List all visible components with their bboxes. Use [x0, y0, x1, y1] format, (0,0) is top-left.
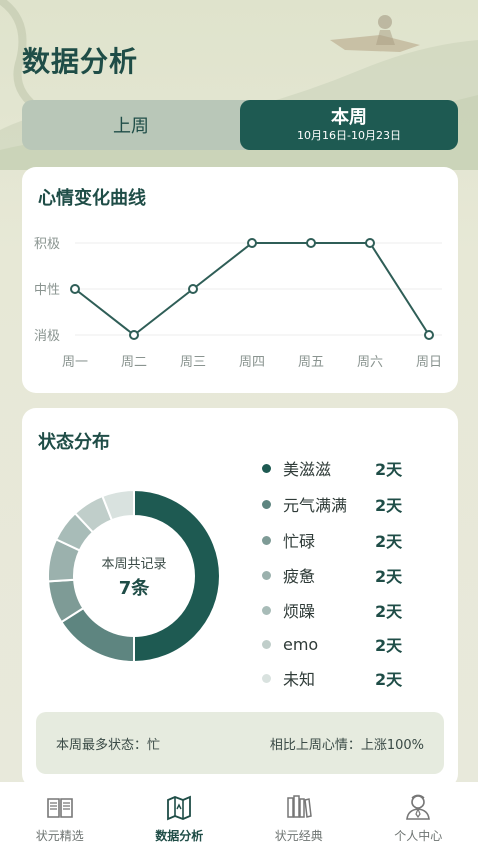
legend-dot: [262, 570, 271, 580]
legend-value: 2天: [375, 567, 403, 586]
book-icon: [46, 798, 73, 818]
x-tick-label: 周六: [357, 355, 383, 370]
x-tick-label: 周二: [121, 355, 147, 370]
user-icon: [406, 794, 431, 820]
legend-value: 2天: [375, 496, 403, 515]
legend-label: 未知: [283, 670, 316, 689]
legend-item: 疲惫 2天: [262, 563, 452, 587]
x-tick-label: 周三: [180, 355, 206, 370]
donut-center: 本周共记录 7条: [46, 488, 222, 664]
legend-label: 美滋滋: [283, 460, 332, 479]
donut-slice-0: [133, 488, 221, 664]
tab-this-week-range: 10月16日-10月23日: [297, 129, 401, 142]
status-donut-chart: [47, 488, 221, 664]
most-status-text: 本周最多状态：忙: [56, 737, 161, 753]
bottom-tab-bar: 状元精选 数据分析 状元经典 个人中心: [0, 782, 478, 850]
legend-item: 美滋滋 2天: [262, 456, 452, 480]
legend-value: 2天: [375, 602, 403, 621]
legend-dot: [262, 639, 271, 649]
status-distribution-card: 状态分布 本周共记录 7条 美滋滋 2天 元气满满 2天 忙碌 2天 疲惫 2天 烦躁 2天 emo…: [22, 408, 458, 788]
x-tick-label: 周日: [416, 355, 442, 370]
legend-item: 未知 2天: [262, 666, 452, 690]
legend-label: 忙碌: [283, 532, 316, 551]
mood-data-point: [129, 330, 139, 340]
donut-center-value: 7条: [118, 577, 150, 599]
legend-item: emo 2天: [262, 632, 452, 656]
mood-data-point: [424, 330, 434, 340]
tab-profile-label: 个人中心: [394, 829, 443, 843]
legend-dot: [262, 673, 271, 683]
tab-analysis-label: 数据分析: [155, 829, 204, 843]
legend-dot: [262, 605, 271, 615]
mood-chart-card: 心情变化曲线 积极中性消极 周一 周二 周三 周四 周五 周六 周日: [22, 167, 458, 393]
x-tick-label: 周五: [298, 355, 324, 370]
weekly-summary: 本周最多状态：忙 相比上周心情：上涨100%: [36, 712, 444, 774]
legend-value: 2天: [375, 636, 403, 655]
mood-data-point: [188, 284, 198, 294]
x-tick-label: 周四: [239, 355, 265, 370]
legend-label: emo: [283, 634, 319, 654]
y-tick-label: 消极: [34, 329, 60, 344]
tab-profile[interactable]: 个人中心: [359, 782, 478, 850]
tab-classics[interactable]: 状元经典: [239, 782, 359, 850]
legend-item: 元气满满 2天: [262, 492, 452, 516]
mood-data-point: [247, 238, 257, 248]
legend-label: 疲惫: [283, 567, 316, 586]
tab-this-week-label: 本周: [331, 107, 367, 128]
tab-last-week-label: 上周: [113, 116, 149, 137]
legend-label: 烦躁: [283, 602, 316, 621]
bookshelf-icon: [287, 795, 312, 818]
mood-data-point: [306, 238, 316, 248]
legend-value: 2天: [375, 670, 403, 689]
donut-center-label: 本周共记录: [101, 556, 167, 572]
tab-featured[interactable]: 状元精选: [0, 782, 120, 850]
map-icon: [167, 795, 192, 821]
y-tick-label: 积极: [34, 237, 60, 252]
mood-data-point: [365, 238, 375, 248]
legend-dot: [262, 463, 271, 473]
mood-data-point: [70, 284, 80, 294]
legend-dot: [262, 535, 271, 545]
tab-this-week[interactable]: 本周 10月16日-10月23日: [240, 100, 458, 150]
mood-chart-title: 心情变化曲线: [38, 188, 146, 209]
tab-last-week[interactable]: 上周: [22, 100, 240, 150]
legend-item: 烦躁 2天: [262, 598, 452, 622]
tab-featured-label: 状元精选: [35, 829, 84, 843]
y-tick-label: 中性: [34, 283, 60, 298]
x-tick-label: 周一: [62, 355, 88, 370]
legend-item: 忙碌 2天: [262, 528, 452, 552]
legend-value: 2天: [375, 532, 403, 551]
compare-text: 相比上周心情：上涨100%: [269, 737, 424, 753]
status-distribution-title: 状态分布: [38, 432, 110, 453]
tab-classics-label: 状元经典: [274, 829, 323, 843]
page-title: 数据分析: [22, 45, 139, 78]
legend-value: 2天: [375, 460, 403, 479]
tab-analysis[interactable]: 数据分析: [120, 782, 240, 850]
legend-dot: [262, 499, 271, 509]
donut-slice-6: [101, 488, 135, 522]
legend-label: 元气满满: [283, 496, 348, 515]
week-switch: 上周 本周 10月16日-10月23日: [22, 100, 458, 150]
